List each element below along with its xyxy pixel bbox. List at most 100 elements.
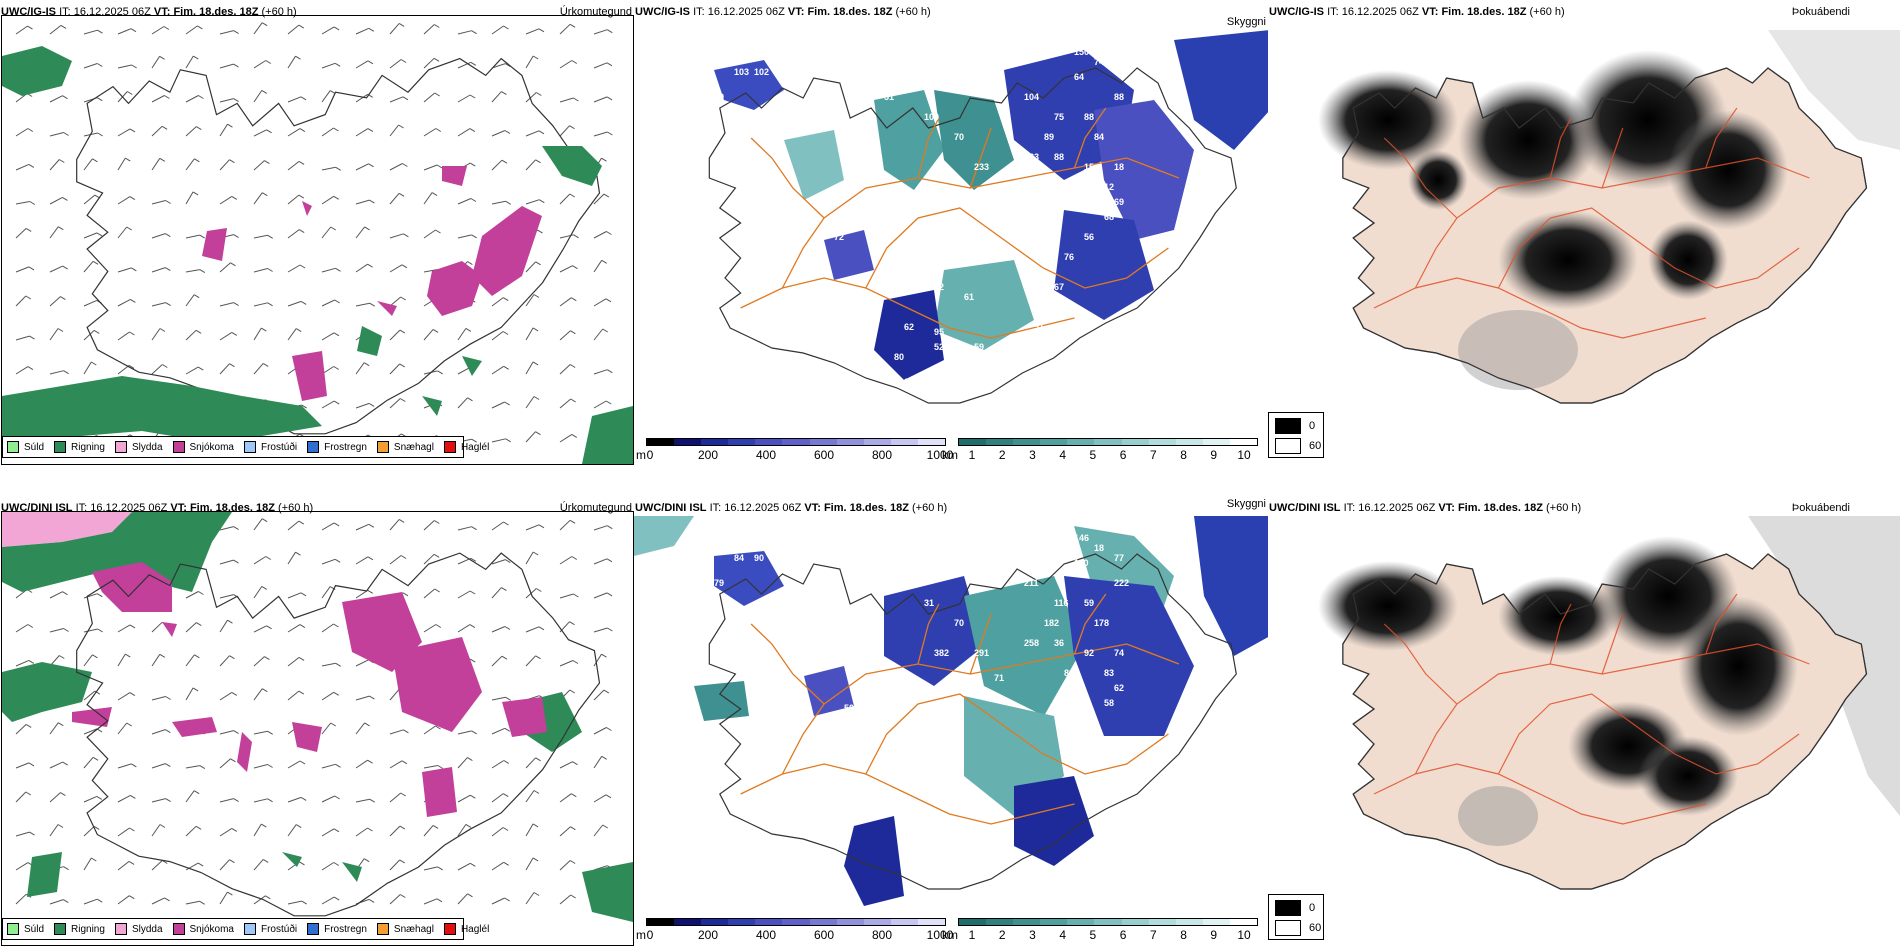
wind-barb-shaft — [49, 196, 63, 205]
panel-title: Þokuábendi — [1791, 502, 1850, 514]
wind-barb-shaft — [117, 653, 126, 667]
wind-barb-shaft — [525, 823, 534, 837]
wind-barb-shaft — [423, 329, 434, 341]
wind-barb-shaft — [525, 757, 536, 769]
wind-barb-feather — [295, 55, 301, 60]
cloudbase-value-label: 233 — [974, 162, 989, 172]
wind-barb-feather — [471, 526, 477, 531]
cloudbase-value-label: 116 — [1054, 598, 1069, 608]
fog-upper-right-haze — [1748, 516, 1900, 816]
wind-barb-feather — [432, 824, 439, 829]
wind-barb-shaft — [355, 93, 368, 103]
wind-barb-feather — [505, 200, 511, 205]
fog-legend-row: 0 — [1275, 418, 1315, 434]
wind-barb-feather — [471, 730, 477, 735]
wind-barb-shaft — [287, 161, 300, 171]
legend-item: Rigning — [54, 923, 105, 935]
wind-barb-shaft — [559, 97, 574, 103]
wind-barb-feather — [267, 268, 273, 272]
wind-barb-shaft — [253, 586, 263, 599]
colorbar-segment — [647, 439, 675, 445]
wind-barb-shaft — [83, 795, 98, 803]
colorbar-segment — [809, 439, 837, 445]
wind-barb-shaft — [389, 96, 404, 103]
wind-barb-shaft — [117, 861, 130, 871]
wind-barb-shaft — [389, 555, 402, 565]
road-network — [1373, 107, 1810, 339]
wind-barb-feather — [60, 792, 66, 797]
wind-barb-shaft — [117, 267, 132, 273]
wind-barb-feather — [93, 825, 100, 830]
wind-barb-feather — [227, 123, 233, 128]
wind-barb-feather — [535, 159, 541, 164]
wind-barb-shaft — [185, 790, 195, 803]
wind-barb-shaft — [83, 898, 98, 905]
wind-barb-shaft — [559, 519, 571, 531]
precip-map-svg — [2, 22, 633, 464]
wind-barb-shaft — [593, 689, 605, 701]
wind-barb-feather — [93, 329, 100, 334]
colorbar-tick: 200 — [697, 928, 719, 942]
colorbar-segment — [1202, 439, 1230, 445]
visibility-ticks: 1 2 3 4 5 6 7 8 9 10 — [942, 928, 1258, 942]
wind-barb-shaft — [559, 826, 571, 837]
wind-barb-shaft — [525, 130, 540, 137]
cloudbase-value-label: 51 — [884, 92, 894, 102]
wind-barb-shaft — [525, 431, 536, 443]
wind-barb-shaft — [185, 294, 195, 307]
wind-barb-feather — [97, 132, 103, 137]
cloudbase-value-label: 93 — [1044, 47, 1054, 57]
wind-barb-feather — [130, 298, 136, 303]
wind-barb-shaft — [525, 857, 534, 871]
iceland-outline — [1342, 67, 1868, 404]
wind-barb-shaft — [457, 757, 468, 769]
wind-barb-feather — [538, 130, 545, 135]
wind-barb-shaft — [559, 860, 571, 871]
cloudbase-value-label: 18 — [1114, 162, 1124, 172]
wind-barb-shaft — [287, 300, 302, 307]
wind-barb-feather — [333, 366, 340, 370]
wind-barb-feather — [368, 163, 374, 168]
legend-label: Slydda — [131, 441, 163, 453]
wind-barb-feather — [368, 27, 375, 32]
wind-barb-shaft — [559, 23, 571, 35]
wind-barb-shaft — [287, 194, 300, 205]
lead-time: (+60 h) — [1546, 502, 1582, 514]
colorbar-tick: 1000 — [926, 928, 954, 942]
wind-barb-feather — [199, 765, 206, 770]
wind-barb-feather — [367, 556, 374, 561]
wind-barb-feather — [57, 824, 64, 828]
wind-barb-feather — [532, 327, 539, 332]
panel-header: UWC/IG-IS IT: 16.12.2025 06Z VT: Fim. 18… — [1269, 4, 1896, 20]
wind-barb-feather — [335, 763, 341, 768]
wind-barb-feather — [298, 194, 305, 199]
wind-barb-shaft — [49, 95, 63, 103]
wind-barb-shaft — [559, 761, 573, 769]
wind-barb-feather — [503, 861, 509, 866]
wind-barb-feather — [398, 518, 405, 523]
wind-barb-shaft — [525, 361, 534, 375]
wind-barb-feather — [266, 625, 272, 630]
wind-barb-shaft — [219, 691, 233, 701]
colorbar-segment — [1094, 919, 1122, 925]
wind-barb-shaft — [287, 592, 302, 599]
cloudbase-values: 96 148 169 146 18 77 84 90 110 222 79 190 211 31 116 59… — [714, 518, 1149, 748]
wind-barb-feather — [569, 860, 576, 864]
wind-barb-feather — [533, 294, 540, 298]
wind-barb-feather — [363, 858, 370, 863]
wind-barb-feather — [469, 162, 476, 167]
visibility-colorbar: km 1 2 3 4 5 6 7 8 9 10 — [942, 918, 1258, 942]
visibility-bar — [958, 438, 1258, 446]
vt-label: VT: — [1438, 502, 1455, 514]
wind-barb-shaft — [287, 55, 296, 69]
iceland-outline — [76, 552, 601, 917]
wind-barb-feather — [161, 125, 168, 130]
wind-barb-shaft — [287, 624, 301, 633]
wind-barb-shaft — [253, 302, 268, 307]
wind-barb-feather — [401, 264, 408, 269]
wind-barb-shaft — [151, 824, 161, 837]
fog-legend-label: 0 — [1309, 420, 1316, 432]
wind-barb-feather — [367, 827, 373, 832]
wind-barb-feather — [502, 297, 509, 302]
wind-barb-shaft — [151, 654, 161, 667]
